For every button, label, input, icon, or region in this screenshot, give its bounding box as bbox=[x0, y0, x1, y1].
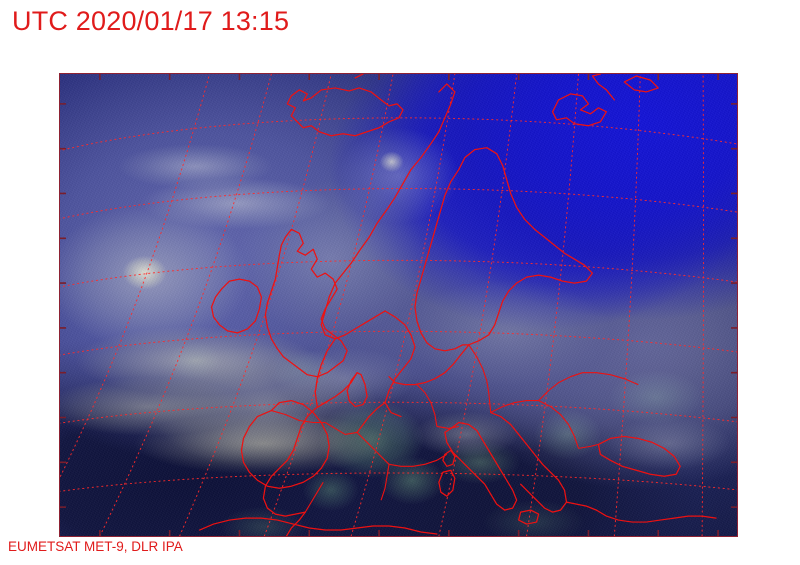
coastline-north-africa bbox=[198, 517, 438, 535]
coastline-western-europe bbox=[262, 372, 358, 517]
graticule-meridians bbox=[60, 74, 705, 536]
coastline-iceland bbox=[286, 87, 404, 137]
coastline-finland-baltic bbox=[414, 147, 594, 352]
attribution-label: EUMETSAT MET-9, DLR IPA bbox=[8, 539, 183, 554]
coastline-baltic-denmark bbox=[314, 338, 470, 434]
frame-tick-marks bbox=[60, 74, 737, 536]
coastline-graticule-svg bbox=[60, 74, 737, 536]
coastline-balkans bbox=[490, 411, 598, 513]
satellite-cloud-layer bbox=[60, 74, 737, 536]
utc-timestamp-label: UTC 2020/01/17 13:15 bbox=[12, 6, 290, 36]
coastline-great-britain bbox=[264, 228, 348, 378]
graticule-parallels bbox=[60, 117, 737, 492]
coastline-scandinavia bbox=[320, 83, 456, 418]
coastline-corsica-sardinia bbox=[438, 449, 456, 497]
coastline-svalbard bbox=[551, 74, 659, 127]
satellite-pixel-texture-layer bbox=[60, 74, 737, 536]
coastline-ireland bbox=[210, 278, 263, 334]
map-overlay-layer bbox=[60, 74, 737, 536]
coastline-black-sea-turkey bbox=[595, 435, 717, 523]
coastline-italy bbox=[444, 421, 540, 525]
political-borders bbox=[271, 344, 639, 513]
coastline-north-atlantic-fragment bbox=[354, 74, 364, 79]
satellite-image-view[interactable] bbox=[59, 73, 738, 537]
